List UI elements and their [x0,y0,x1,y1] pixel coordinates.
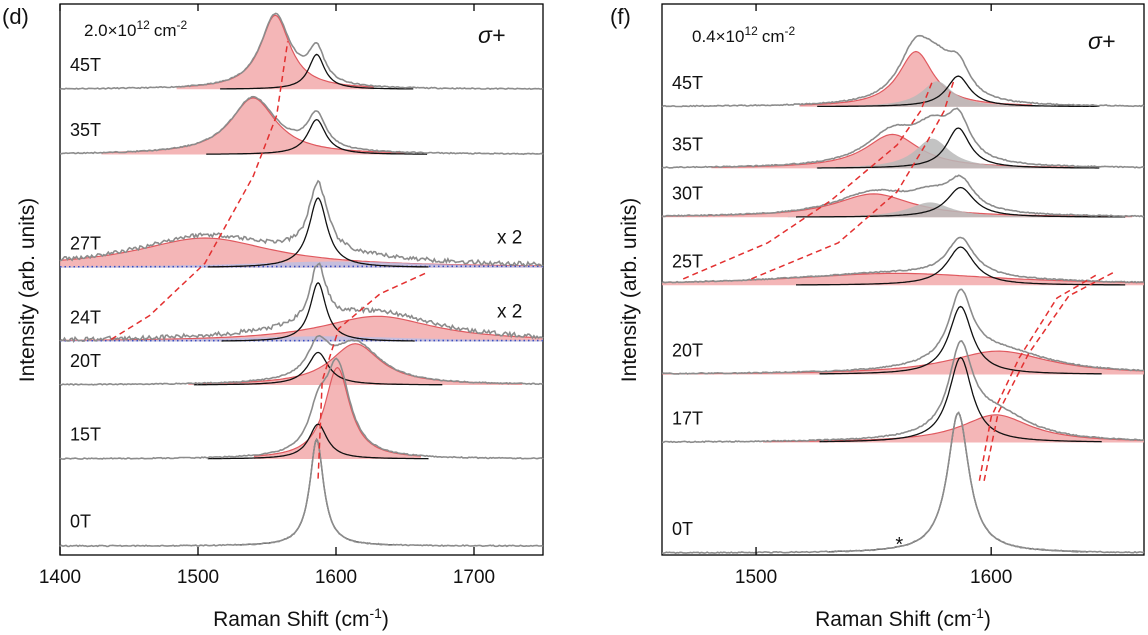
x-tick-label: 1500 [735,567,777,588]
polarization-label: σ+ [1088,28,1115,54]
raw-spectrum [59,437,544,548]
panel-label: (d) [2,4,29,29]
x-axis: 1500 1600 [735,4,1012,588]
carrier-density-label: 2.0×1012 cm-2 [84,18,188,40]
gray-component-fill [833,81,1041,107]
fit-curve [817,127,1100,169]
spectrum-field-label: 45T [672,73,703,93]
spectrum-field-label: 45T [70,55,101,75]
fit-curve [221,281,415,342]
fit-curve [220,53,414,90]
x-axis-title: Raman Shift (cm-1) [815,605,991,631]
x-tick-label: 1700 [453,567,495,588]
y-axis-title: Intensity (arb. units) [618,198,641,382]
guide-layer [682,81,1114,481]
fit-curve [796,246,1126,286]
spectrum-field-label: 25T [672,251,703,271]
fill-layer [59,14,544,459]
y-axis-title: Intensity (arb. units) [16,198,39,382]
fit-curve [819,356,1102,443]
fit-curve [207,423,429,460]
red-component-fill [101,97,406,155]
line-layer [661,34,1145,555]
spectrum-field-label: 15T [70,425,101,445]
spectrum-field-label: 35T [672,135,703,155]
raw-spectrum [59,179,544,267]
guide-dashed-line [983,271,1114,481]
gray-component-fill [787,202,1073,218]
raw-spectrum [661,411,1145,555]
x-tick-label: 1400 [39,567,81,588]
raw-spectrum [661,340,1145,444]
spectrum-field-label: 30T [672,183,703,203]
red-component-fill [799,51,1033,107]
spectrum-field-label: 27T [70,233,101,253]
raw-spectrum [59,262,544,344]
spectrum-field-label: 24T [70,307,101,327]
x-axis-title: Raman Shift (cm-1) [213,605,389,631]
blue-component-fill [60,261,543,268]
fit-curve [795,186,1126,218]
red-component-fill [60,238,543,268]
plot-frame [59,3,544,556]
raw-spectrum [661,288,1145,375]
fit-curve [819,305,1102,375]
raw-spectrum [59,334,544,386]
fill-layer [661,50,1145,443]
red-component-fill [763,414,1144,443]
guide-dashed-line [682,81,934,280]
raw-spectrum [59,12,544,91]
x-tick-label: 1600 [315,567,357,588]
panel-d: 1400 1500 1600 1700 45T 35T 27T x 2 24T x 2 20T 15… [2,3,544,631]
panel-label: (f) [610,4,631,29]
red-component-fill [711,134,1074,169]
line-layer [59,12,544,548]
red-component-fill [662,193,1133,218]
spectrum-labels: 45T 35T 27T x 2 24T x 2 20T 15T 0T [70,55,522,532]
fit-curve [193,351,443,386]
guide-dashed-line [110,41,289,341]
raw-spectrum [661,174,1145,218]
annotation-asterisk: * [895,534,903,556]
raw-spectrum [661,107,1145,169]
spectrum-field-label: 35T [70,120,101,140]
spectrum-labels: 45T 35T 30T 25T 20T 17T 0T [672,73,703,539]
plot-frame [661,3,1145,556]
gray-component-fill [816,138,1049,169]
red-component-fill [662,351,1144,375]
guide-dashed-line [317,271,429,479]
guide-dashed-line [751,81,955,280]
spectrum-field-label: 20T [70,351,101,371]
polarization-label: σ+ [478,22,505,48]
fit-curve [207,197,429,268]
raw-spectrum [661,236,1145,284]
red-component-fill [253,367,421,459]
red-component-fill [176,15,374,90]
raw-spectrum [60,95,544,156]
x-tick-label: 1500 [177,567,219,588]
scale-multiplier-label: x 2 [497,228,522,249]
fit-curve [817,75,1100,108]
red-component-fill [60,316,543,342]
spectrum-field-label: 0T [672,519,693,539]
carrier-density-label: 0.4×1012 cm-2 [692,24,796,46]
blue-component-fill [60,336,543,342]
spectrum-field-label: 17T [672,409,703,429]
x-axis: 1400 1500 1600 1700 [39,4,495,588]
guide-layer [110,41,429,479]
spectrum-field-label: 20T [672,341,703,361]
scale-multiplier-label: x 2 [497,302,522,323]
spectrum-field-label: 0T [70,512,91,532]
panel-f: 1500 1600 45T 35T 30T 25T 20T 17T 0T (f) 0.4×10… [610,3,1145,631]
fit-curve [206,119,428,155]
raw-spectrum [59,357,544,460]
raw-spectrum [661,34,1145,108]
x-tick-label: 1600 [970,567,1012,588]
guide-dashed-line [978,273,1098,481]
red-component-fill [188,343,523,385]
